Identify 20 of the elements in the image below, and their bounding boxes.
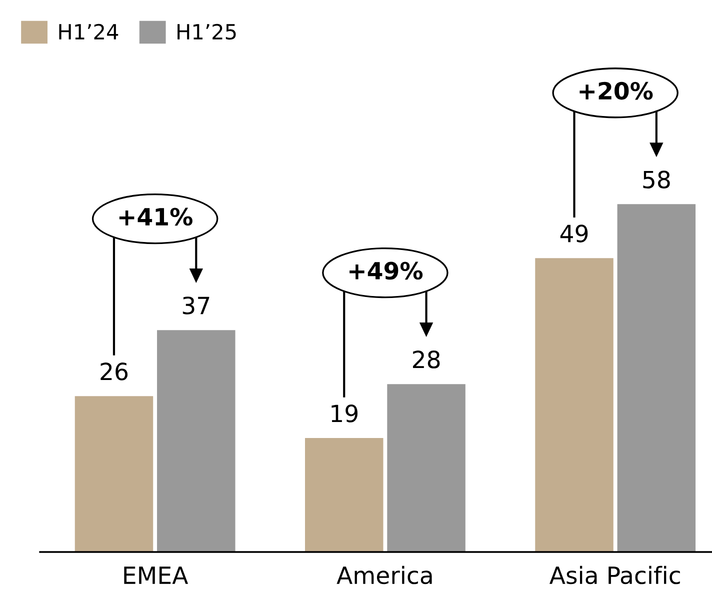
legend-label: H1’24 bbox=[59, 24, 118, 40]
data-label: 37 bbox=[182, 296, 210, 314]
data-label: 49 bbox=[560, 224, 588, 242]
bar bbox=[387, 384, 466, 552]
data-label: 28 bbox=[412, 350, 440, 368]
x-tick-label: America bbox=[336, 566, 432, 584]
bar bbox=[157, 330, 236, 552]
annotation: +41% bbox=[119, 208, 192, 226]
text: +20% bbox=[580, 82, 653, 100]
data-label: 19 bbox=[332, 404, 358, 422]
x-tick-label: EMEA bbox=[124, 566, 188, 584]
annotation: +49% bbox=[350, 262, 423, 280]
bar bbox=[535, 258, 614, 552]
data-label: 58 bbox=[643, 170, 670, 188]
legend-label: H1’25 bbox=[178, 24, 236, 40]
x-tick-label: Asia Pacific bbox=[550, 566, 680, 584]
bar bbox=[74, 396, 154, 552]
bar bbox=[617, 204, 696, 552]
bar bbox=[305, 438, 384, 552]
data-label: 26 bbox=[100, 362, 128, 380]
